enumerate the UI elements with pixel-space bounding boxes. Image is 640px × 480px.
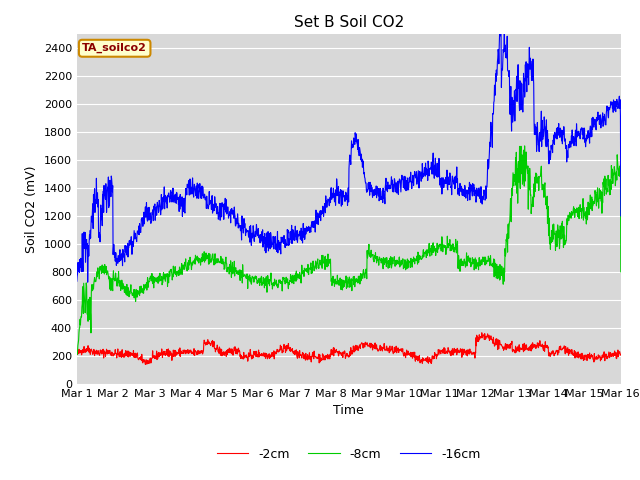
-16cm bbox=[383, 184, 390, 190]
-8cm bbox=[383, 255, 390, 261]
-8cm bbox=[115, 283, 123, 289]
-2cm bbox=[383, 343, 390, 349]
-16cm bbox=[316, 215, 323, 220]
-2cm bbox=[478, 330, 486, 336]
-16cm bbox=[115, 259, 123, 264]
Legend: -2cm, -8cm, -16cm: -2cm, -8cm, -16cm bbox=[212, 443, 486, 466]
-2cm bbox=[73, 351, 81, 357]
-8cm bbox=[304, 262, 312, 267]
-8cm bbox=[74, 351, 81, 357]
-8cm bbox=[521, 143, 529, 149]
-2cm bbox=[115, 351, 123, 357]
Line: -16cm: -16cm bbox=[77, 34, 621, 282]
Title: Set B Soil CO2: Set B Soil CO2 bbox=[294, 15, 404, 30]
Text: TA_soilco2: TA_soilco2 bbox=[82, 43, 147, 53]
-8cm bbox=[316, 262, 323, 267]
-2cm bbox=[316, 360, 323, 366]
-2cm bbox=[325, 354, 333, 360]
Y-axis label: Soil CO2 (mV): Soil CO2 (mV) bbox=[25, 165, 38, 252]
-8cm bbox=[73, 350, 81, 356]
-2cm bbox=[304, 353, 312, 359]
-16cm bbox=[138, 216, 145, 222]
-8cm bbox=[325, 260, 333, 266]
-2cm bbox=[141, 361, 149, 367]
-16cm bbox=[73, 278, 81, 284]
-8cm bbox=[617, 269, 625, 275]
-2cm bbox=[137, 354, 145, 360]
X-axis label: Time: Time bbox=[333, 405, 364, 418]
-8cm bbox=[138, 285, 145, 290]
-2cm bbox=[617, 352, 625, 358]
-16cm bbox=[84, 279, 92, 285]
-16cm bbox=[304, 225, 312, 230]
-16cm bbox=[325, 202, 333, 208]
Line: -8cm: -8cm bbox=[77, 146, 621, 354]
-16cm bbox=[496, 31, 504, 36]
Line: -2cm: -2cm bbox=[77, 333, 621, 364]
-16cm bbox=[617, 213, 625, 219]
